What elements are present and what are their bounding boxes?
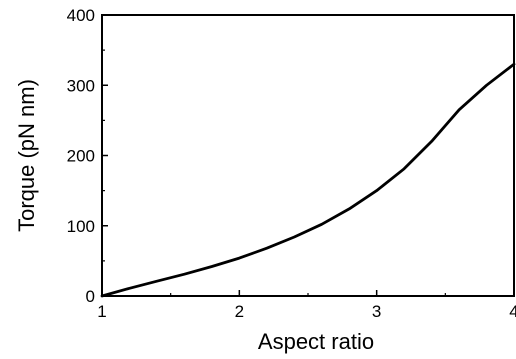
x-axis-label: Aspect ratio [258,329,374,354]
series-line [100,62,516,298]
series-layer [100,62,516,298]
y-axis-ticks: 0 100 200 300 400 [67,6,108,306]
y-tick-label: 100 [67,217,95,236]
plot-frame [101,14,515,297]
x-tick-label: 4 [509,302,516,321]
y-tick-label: 0 [86,287,95,306]
x-axis-ticks: 1 2 3 4 [97,290,516,321]
plot-area [101,14,515,297]
y-tick-label: 300 [67,76,95,95]
x-tick-label: 2 [235,302,244,321]
x-tick-label: 3 [372,302,381,321]
y-tick-label: 400 [67,6,95,25]
y-tick-label: 200 [67,147,95,166]
x-tick-label: 1 [97,302,106,321]
y-axis-label: Torque (pN nm) [14,79,39,232]
